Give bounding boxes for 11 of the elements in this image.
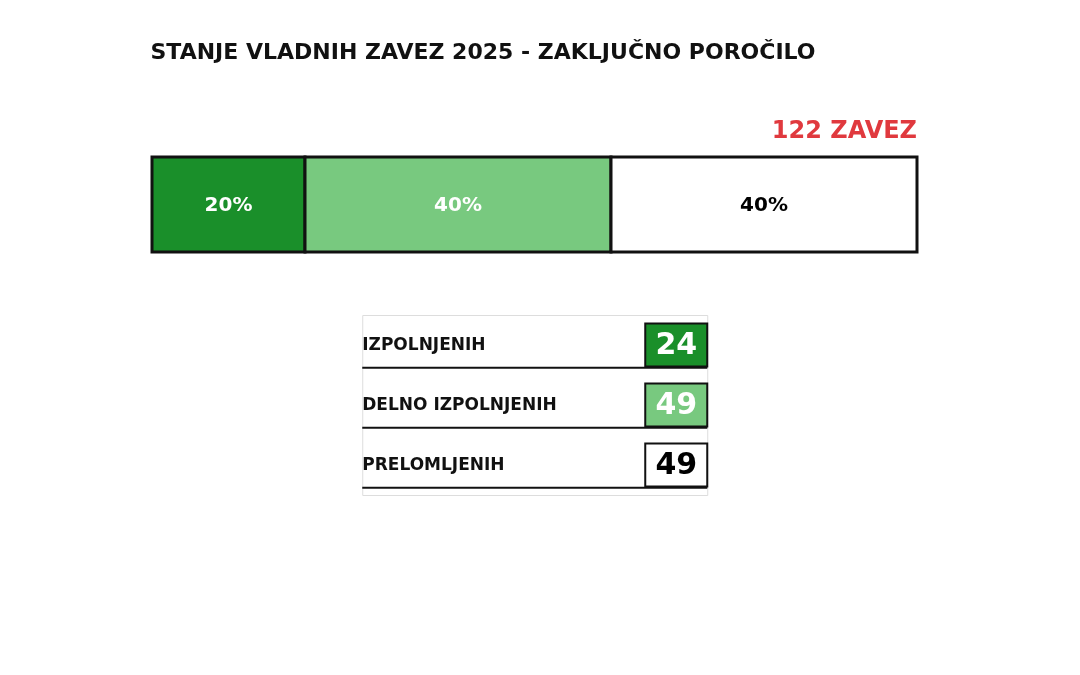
data-label: 40% xyxy=(740,191,788,216)
data-label: 20% xyxy=(204,191,253,216)
category-label: IZPOLNJENIH xyxy=(362,334,486,354)
chart-title: STANJE VLADNIH ZAVEZ 2025 - ZAKLJUČNO POROČILO xyxy=(150,39,816,64)
data-label: 49 xyxy=(655,386,698,421)
category-label: DELNO IZPOLNJENIH xyxy=(362,394,557,414)
category-label: PRELOMLJENIH xyxy=(362,454,505,474)
data-label: 40% xyxy=(434,191,482,216)
text: 122 ZAVEZ xyxy=(771,116,917,144)
data-label: 49 xyxy=(655,446,698,481)
data-label: 24 xyxy=(655,326,698,361)
